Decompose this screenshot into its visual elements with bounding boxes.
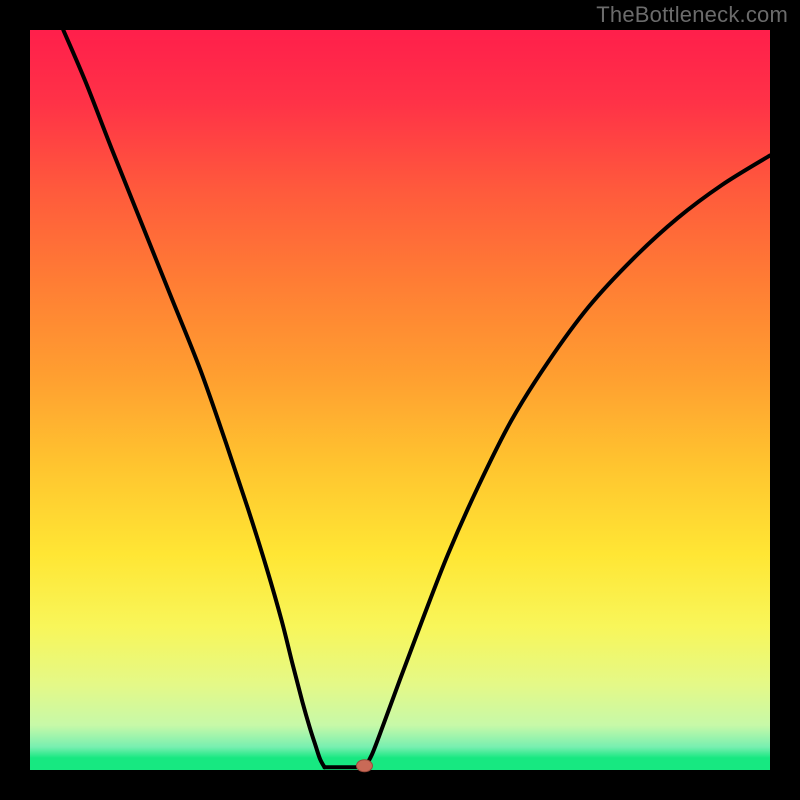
bottleneck-chart bbox=[0, 0, 800, 800]
chart-container: TheBottleneck.com bbox=[0, 0, 800, 800]
optimum-marker bbox=[356, 760, 372, 772]
watermark-text: TheBottleneck.com bbox=[596, 2, 788, 28]
plot-gradient bbox=[30, 30, 770, 758]
plot-green-band bbox=[30, 758, 770, 770]
